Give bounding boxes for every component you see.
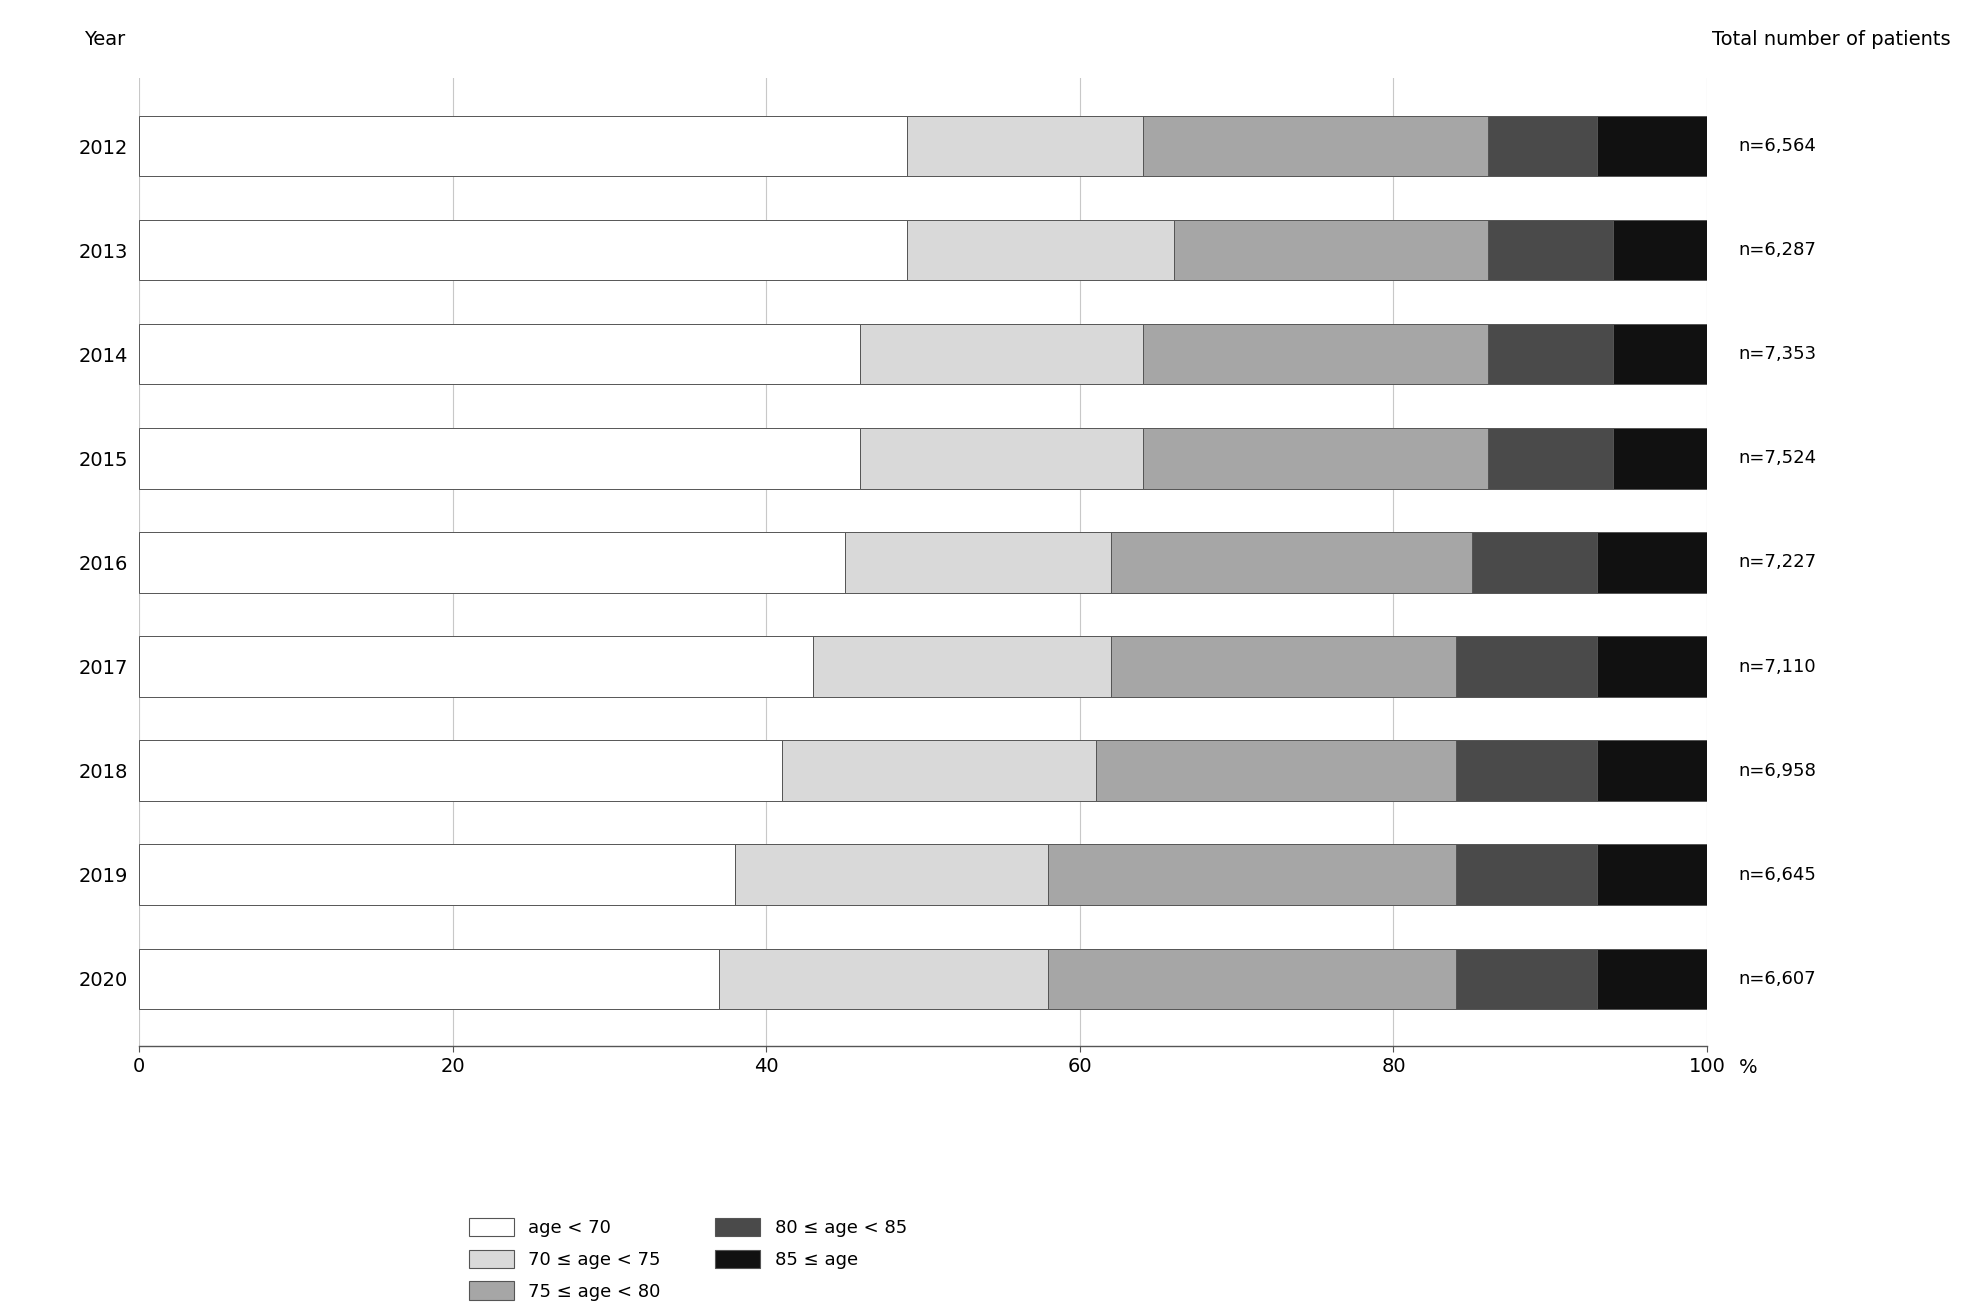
Bar	[860, 324, 1143, 385]
Bar	[139, 116, 907, 177]
Bar	[1457, 636, 1598, 697]
Bar	[1143, 116, 1487, 177]
Text: n=7,524: n=7,524	[1739, 450, 1816, 467]
Text: n=7,353: n=7,353	[1739, 345, 1816, 364]
Bar	[1614, 220, 1707, 280]
Bar	[1614, 428, 1707, 489]
Bar	[1112, 636, 1457, 697]
Bar	[139, 220, 907, 280]
Bar	[1457, 845, 1598, 905]
Bar	[1598, 740, 1707, 800]
Bar	[1487, 428, 1614, 489]
Bar	[782, 740, 1096, 800]
Bar	[1096, 740, 1457, 800]
Text: n=6,607: n=6,607	[1739, 969, 1816, 988]
Bar	[139, 740, 782, 800]
Bar	[1598, 636, 1707, 697]
Bar	[1457, 948, 1598, 1008]
Text: Total number of patients: Total number of patients	[1711, 30, 1949, 50]
Bar	[1598, 116, 1707, 177]
Text: n=7,110: n=7,110	[1739, 658, 1816, 675]
Bar	[139, 324, 860, 385]
Text: n=7,227: n=7,227	[1739, 553, 1816, 572]
Bar	[1487, 220, 1614, 280]
Bar	[719, 948, 1048, 1008]
Bar	[1112, 532, 1473, 593]
Bar	[1143, 324, 1487, 385]
Bar	[1048, 845, 1457, 905]
Bar	[1487, 324, 1614, 385]
Text: Year: Year	[83, 30, 125, 50]
Bar	[1473, 532, 1598, 593]
Bar	[139, 428, 860, 489]
Text: n=6,287: n=6,287	[1739, 241, 1816, 259]
Bar	[1598, 845, 1707, 905]
Bar	[1598, 532, 1707, 593]
Legend: age < 70, 70 ≤ age < 75, 75 ≤ age < 80, 80 ≤ age < 85, 85 ≤ age: age < 70, 70 ≤ age < 75, 75 ≤ age < 80, …	[463, 1210, 913, 1308]
Text: n=6,564: n=6,564	[1739, 137, 1816, 156]
Text: n=6,958: n=6,958	[1739, 761, 1816, 780]
Bar	[1614, 324, 1707, 385]
Bar	[1143, 428, 1487, 489]
Text: n=6,645: n=6,645	[1739, 866, 1816, 884]
Bar	[860, 428, 1143, 489]
Bar	[1487, 116, 1598, 177]
Bar	[139, 636, 814, 697]
Bar	[139, 948, 719, 1008]
Bar	[907, 220, 1173, 280]
Bar	[734, 845, 1048, 905]
Bar	[1173, 220, 1487, 280]
Bar	[907, 116, 1143, 177]
Bar	[814, 636, 1112, 697]
Bar	[846, 532, 1112, 593]
Bar	[139, 532, 846, 593]
Bar	[1048, 948, 1457, 1008]
Bar	[1457, 740, 1598, 800]
Text: %: %	[1739, 1058, 1757, 1076]
Bar	[139, 845, 734, 905]
Bar	[1598, 948, 1707, 1008]
